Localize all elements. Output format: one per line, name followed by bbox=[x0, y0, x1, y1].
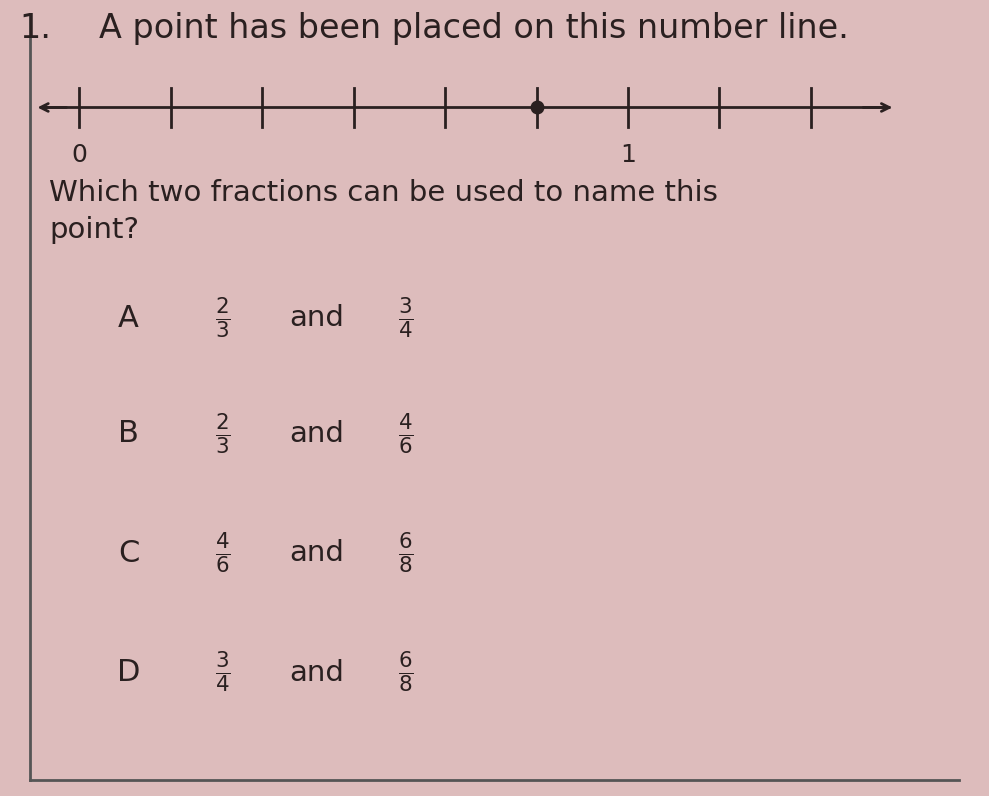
Text: $\frac{6}{8}$: $\frac{6}{8}$ bbox=[398, 650, 413, 696]
Text: 1: 1 bbox=[620, 143, 636, 167]
Text: $\frac{3}{4}$: $\frac{3}{4}$ bbox=[215, 650, 230, 696]
Text: $\frac{3}{4}$: $\frac{3}{4}$ bbox=[398, 295, 413, 341]
Text: and: and bbox=[289, 658, 344, 687]
Text: $\frac{6}{8}$: $\frac{6}{8}$ bbox=[398, 530, 413, 576]
Text: and: and bbox=[289, 419, 344, 448]
Text: 1.: 1. bbox=[20, 12, 51, 45]
Text: A: A bbox=[118, 304, 139, 333]
Text: C: C bbox=[118, 539, 139, 568]
Text: $\frac{4}{6}$: $\frac{4}{6}$ bbox=[215, 530, 230, 576]
Text: 0: 0 bbox=[71, 143, 87, 167]
Text: and: and bbox=[289, 304, 344, 333]
Text: Which two fractions can be used to name this
point?: Which two fractions can be used to name … bbox=[49, 179, 718, 244]
Text: D: D bbox=[117, 658, 140, 687]
Text: $\frac{2}{3}$: $\frac{2}{3}$ bbox=[215, 295, 230, 341]
Text: $\frac{2}{3}$: $\frac{2}{3}$ bbox=[215, 411, 230, 457]
Text: A point has been placed on this number line.: A point has been placed on this number l… bbox=[99, 12, 849, 45]
Text: B: B bbox=[118, 419, 139, 448]
Text: $\frac{4}{6}$: $\frac{4}{6}$ bbox=[398, 411, 413, 457]
Text: and: and bbox=[289, 539, 344, 568]
